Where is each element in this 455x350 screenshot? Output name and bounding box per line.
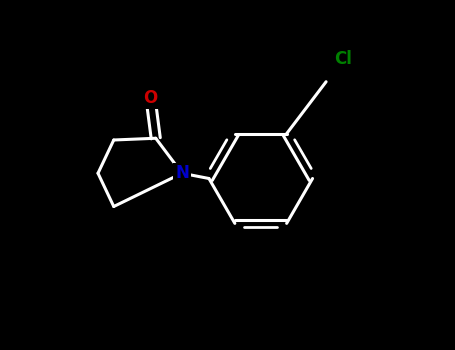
Text: O: O xyxy=(143,89,157,107)
Text: Cl: Cl xyxy=(334,50,352,69)
Text: N: N xyxy=(175,164,189,182)
